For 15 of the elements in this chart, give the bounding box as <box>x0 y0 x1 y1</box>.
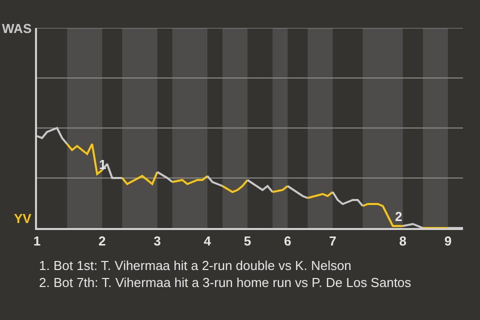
text: 2. Bot 7th: T. Vihermaa hit a 3-run home run vs P. De Los Santos <box>39 275 412 290</box>
text: WAS <box>2 21 32 36</box>
text: 1. Bot 1st: T. Vihermaa hit a 2-run double vs K. Nelson <box>39 258 352 273</box>
annotation: 2 <box>395 209 402 224</box>
x-tick-label: 7 <box>329 233 336 248</box>
x-tick-label: 6 <box>284 233 292 248</box>
x-tick-label: 9 <box>444 233 452 248</box>
x-tick-label: 2 <box>98 233 106 248</box>
text: YV <box>14 211 32 226</box>
annotation: 1 <box>99 157 106 172</box>
x-tick-label: 3 <box>154 233 161 248</box>
x-tick-label: 5 <box>244 233 252 248</box>
x-tick-label: 8 <box>399 233 406 248</box>
x-tick-label: 4 <box>204 233 212 248</box>
x-tick-label: 1 <box>33 233 41 248</box>
